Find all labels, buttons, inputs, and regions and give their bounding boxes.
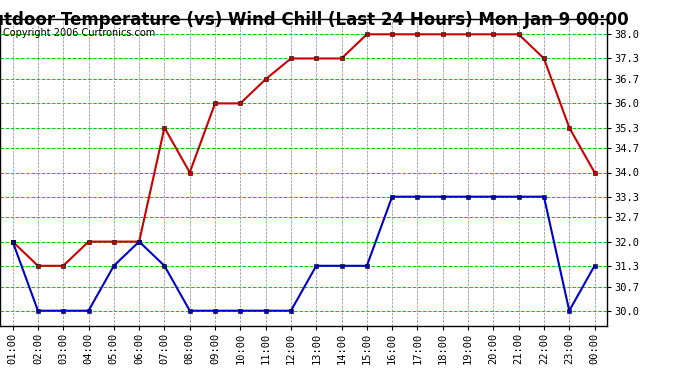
Text: Copyright 2006 Curtronics.com: Copyright 2006 Curtronics.com (3, 28, 155, 38)
Text: Outdoor Temperature (vs) Wind Chill (Last 24 Hours) Mon Jan 9 00:00: Outdoor Temperature (vs) Wind Chill (Las… (0, 11, 629, 29)
